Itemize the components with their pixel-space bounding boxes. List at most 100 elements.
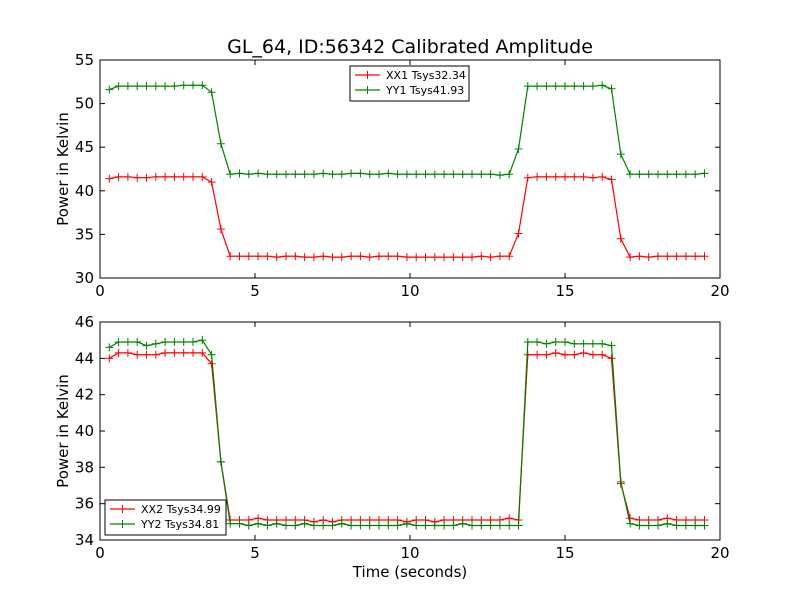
data-point (207, 350, 216, 359)
data-point (514, 229, 523, 238)
x-tick-label: 15 (555, 282, 574, 300)
data-point (561, 337, 569, 346)
data-point (477, 252, 486, 261)
data-point (347, 521, 356, 530)
legend-marker (118, 505, 127, 513)
data-point (561, 82, 569, 91)
data-point (691, 521, 700, 530)
data-point (105, 354, 114, 363)
data-point (272, 170, 281, 179)
y-tick-label: 42 (75, 386, 94, 404)
legend-item: YY1 Tsys41.93 (355, 84, 464, 97)
data-point (272, 519, 281, 528)
data-point (616, 477, 625, 486)
data-point (328, 521, 337, 530)
data-point (523, 173, 532, 182)
data-point (681, 521, 690, 530)
data-point (198, 81, 207, 90)
data-point (235, 252, 244, 261)
data-point (170, 337, 179, 346)
data-point (598, 350, 607, 359)
data-point (402, 170, 411, 179)
data-point (365, 253, 374, 262)
data-point (579, 82, 588, 91)
data-point (495, 171, 504, 180)
data-point (170, 82, 179, 91)
data-point (384, 169, 393, 178)
data-point (114, 82, 123, 91)
data-point (105, 85, 114, 94)
y-tick-label: 45 (75, 138, 94, 156)
data-point (458, 170, 467, 179)
data-point (393, 521, 402, 530)
data-point (123, 348, 132, 357)
data-point (384, 521, 393, 530)
data-point (133, 173, 142, 182)
data-point (179, 348, 188, 357)
data-point (468, 521, 476, 530)
data-point (300, 519, 309, 528)
data-point (337, 253, 346, 262)
data-point (254, 252, 263, 261)
data-point (505, 521, 514, 530)
data-point (635, 170, 644, 179)
data-point (616, 150, 625, 159)
data-point (114, 337, 123, 346)
data-point (607, 175, 616, 184)
data-point (282, 252, 290, 261)
data-point (654, 252, 662, 261)
data-point (105, 343, 114, 352)
x-tick-label: 0 (95, 282, 105, 300)
data-point (430, 521, 439, 530)
data-point (449, 170, 458, 179)
data-point (123, 172, 132, 181)
data-point (179, 81, 188, 90)
data-point (551, 337, 560, 346)
data-point (681, 252, 690, 261)
data-point (533, 172, 542, 181)
y-tick-label: 30 (75, 269, 94, 287)
legend: XX2 Tsys34.99 YY2 Tsys34.81 (104, 499, 227, 536)
data-point (579, 172, 588, 181)
data-point (505, 252, 514, 261)
data-point (626, 519, 635, 528)
x-tick-label: 10 (400, 282, 419, 300)
data-point (412, 170, 421, 179)
data-point (375, 252, 383, 261)
data-point (319, 169, 328, 178)
data-point (598, 81, 607, 90)
data-point (663, 252, 672, 261)
data-point (393, 170, 402, 179)
chart-panel-2: 0 5 10 15 20 34 36 38 40 42 44 46 Power in Kelvin Tim… (54, 313, 730, 581)
data-point (588, 350, 597, 359)
data-point (430, 253, 439, 262)
data-point (523, 82, 532, 91)
data-point (644, 253, 653, 262)
data-point (561, 172, 569, 181)
data-point (189, 81, 197, 90)
data-point (486, 170, 495, 179)
y-tick-label: 34 (75, 531, 94, 549)
data-point (170, 172, 179, 181)
data-point (309, 170, 318, 179)
data-point (235, 169, 244, 178)
data-point (626, 253, 635, 262)
data-point (114, 348, 123, 357)
data-point (654, 170, 662, 179)
data-point (198, 348, 207, 357)
data-point (161, 348, 170, 357)
data-point (319, 521, 328, 530)
y-tick-label: 36 (75, 495, 94, 513)
data-point (440, 521, 449, 530)
y-tick-label: 50 (75, 95, 94, 113)
data-point (598, 339, 607, 348)
data-point (114, 172, 123, 181)
data-point (282, 521, 290, 530)
data-point (263, 521, 272, 530)
data-point (421, 521, 430, 530)
data-point (198, 172, 207, 181)
data-point (384, 252, 393, 261)
data-point (626, 170, 635, 179)
data-point (216, 457, 225, 466)
